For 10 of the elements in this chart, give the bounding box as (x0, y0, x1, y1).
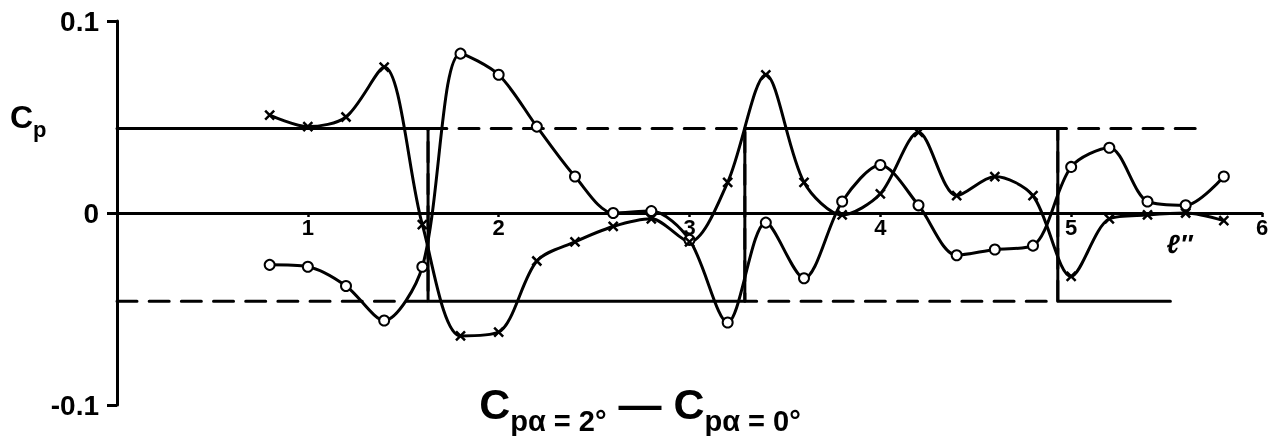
x-tick-label: 3 (683, 214, 696, 240)
annotation: ℓ″ (1166, 229, 1195, 259)
y-tick-label: 0.1 (60, 5, 99, 37)
y-tick-label: -0.1 (50, 389, 99, 421)
x-tick-label: 4 (874, 214, 888, 240)
x-tick-label: 6 (1255, 214, 1269, 240)
x-tick-label: 2 (492, 214, 505, 240)
x-tick-label: 1 (301, 214, 314, 240)
y-tick-label: 0 (83, 197, 99, 229)
x-tick-label: 5 (1065, 214, 1078, 240)
